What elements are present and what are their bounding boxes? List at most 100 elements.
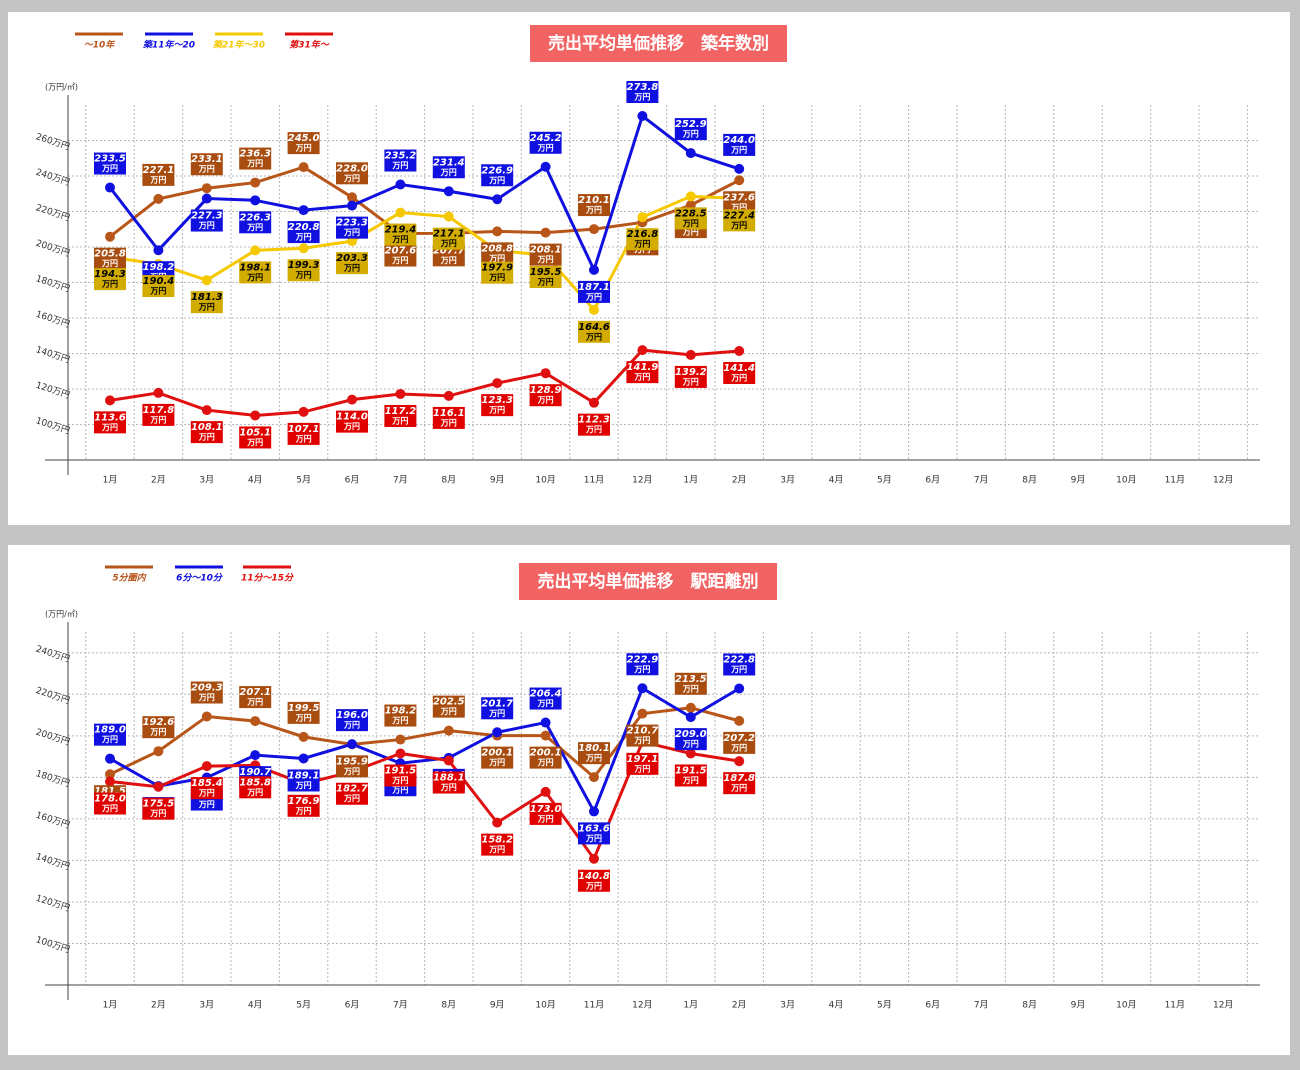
x-tick-label: 6月 [925,475,940,486]
data-label: 228.5 [675,208,707,219]
data-label: 195.9 [336,756,368,767]
data-point [734,175,745,186]
data-label-unit: 万円 [730,665,747,674]
data-label-unit: 万円 [295,233,312,242]
x-tick-label: 7月 [974,1000,989,1011]
data-label-box [578,742,610,765]
data-label: 207.2 [723,733,755,744]
data-point [685,349,696,360]
title-box [530,25,787,62]
data-label-unit: 万円 [440,418,457,427]
x-tick-label: 12月 [1213,475,1233,486]
x-tick-label: 11月 [1165,475,1185,486]
data-label-unit: 万円 [391,776,408,785]
data-label: 182.7 [336,784,368,795]
data-label-unit: 万円 [198,800,215,809]
x-tick-label: 5月 [877,1000,892,1011]
data-label-unit: 万円 [488,273,505,282]
data-label: 213.5 [675,674,707,685]
data-point [201,761,212,772]
data-label: 187.1 [578,282,610,293]
data-label-unit: 万円 [343,422,360,431]
data-point [153,193,164,204]
data-label-unit: 万円 [295,713,312,722]
x-tick-label: 1月 [103,1000,118,1011]
data-label-box [481,746,514,769]
data-label-unit: 万円 [198,693,215,702]
data-label: 198.2 [385,706,417,717]
data-label: 202.5 [433,697,465,708]
data-label: 207.7 [433,245,465,256]
data-label-unit: 万円 [246,438,263,447]
data-label: 233.5 [94,154,126,165]
data-label: 207.6 [385,246,417,257]
data-label: 189.1 [288,770,320,781]
data-point [298,205,309,216]
data-point [105,182,115,193]
x-tick-label: 7月 [393,475,408,486]
data-label-box [481,242,514,265]
data-label: 128.9 [530,385,562,396]
data-label-unit: 万円 [585,754,602,763]
data-label-box [723,362,756,385]
x-tick-label: 6月 [345,1000,360,1011]
data-label: 200.1 [481,748,513,759]
series-line [108,113,740,275]
data-label-unit: 万円 [246,159,263,168]
data-point [347,394,357,405]
data-label-box [626,752,659,775]
data-point [685,712,696,723]
y-unit: (万円/㎡) [45,610,78,619]
data-label-box [674,365,707,388]
data-label-box [723,731,756,754]
data-label-unit: 万円 [585,206,602,215]
data-point [201,405,212,416]
data-label: 222.8 [723,654,755,665]
data-label-unit: 万円 [730,203,747,212]
data-label-unit: 万円 [391,161,408,170]
data-label: 113.6 [94,412,126,423]
x-tick-label: 11月 [1165,1000,1185,1011]
data-label: 207.1 [239,687,271,698]
x-tick-label: 10月 [1116,1000,1136,1011]
data-label-box [287,422,320,445]
data-point [250,177,261,188]
x-tick-label: 5月 [296,475,311,486]
data-label: 194.3 [94,269,126,280]
data-label: 205.8 [94,249,126,260]
data-label-box [481,833,514,856]
data-label: 198.2 [143,262,175,273]
data-label-unit: 万円 [343,794,360,803]
data-point [589,772,599,783]
data-label-unit: 万円 [198,165,215,174]
data-label-box [529,687,562,710]
data-label-box [723,133,756,156]
x-tick-label: 9月 [490,475,505,486]
x-tick-label: 4月 [829,475,844,486]
legend-label: 5分圏内 [112,573,146,584]
x-tick-label: 11月 [584,1000,604,1011]
data-label-box [578,413,610,436]
data-label-unit: 万円 [149,809,166,818]
series-line [109,348,740,417]
data-point [347,192,357,203]
data-label-unit: 万円 [537,143,554,152]
data-point [105,776,115,787]
data-label-box [239,776,272,799]
data-label-unit: 万円 [488,758,505,767]
x-tick-label: 10月 [535,475,555,486]
data-label: 141.4 [723,363,755,374]
data-label-unit: 万円 [488,845,505,854]
data-point [250,245,261,256]
data-label: 164.6 [578,322,610,333]
data-point [589,853,599,864]
x-tick-label: 2月 [151,1000,166,1011]
data-label: 108.1 [191,422,223,433]
data-label-unit: 万円 [682,684,699,693]
data-label-unit: 万円 [246,698,263,707]
data-label-unit: 万円 [730,221,747,230]
series-line [109,706,740,780]
data-point [250,410,261,421]
data-label: 158.2 [481,835,513,846]
